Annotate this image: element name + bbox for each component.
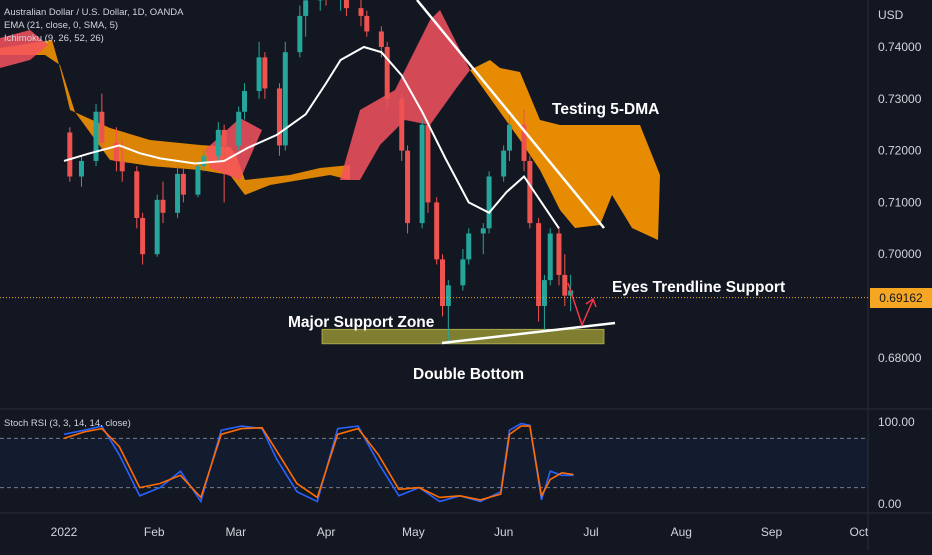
- candle-body: [420, 125, 425, 223]
- candle-body: [283, 52, 288, 145]
- candle-body: [434, 202, 439, 259]
- chart-title: Australian Dollar / U.S. Dollar, 1D, OAN…: [4, 6, 184, 19]
- candle-body: [120, 161, 125, 171]
- candle-body: [556, 233, 561, 274]
- candle-body: [277, 88, 282, 145]
- stoch-band-fill: [0, 438, 868, 487]
- cloud-bear-region-right: [340, 10, 470, 180]
- candle-body: [303, 0, 308, 16]
- cloud-bull-region: [0, 40, 350, 195]
- time-tick-label: Jun: [494, 525, 513, 539]
- candle-body: [481, 228, 486, 233]
- candle-body: [236, 112, 241, 146]
- candle-body: [155, 200, 160, 254]
- candle-body: [542, 280, 547, 306]
- candle-body: [440, 259, 445, 306]
- candle-body: [242, 91, 247, 112]
- osc-tick-label: 0.00: [878, 497, 902, 511]
- candle-body: [405, 151, 410, 224]
- projection-arrow: [568, 283, 593, 325]
- candle-body: [216, 130, 221, 156]
- chart-legend: Australian Dollar / U.S. Dollar, 1D, OAN…: [4, 6, 184, 45]
- candle-body: [358, 8, 363, 16]
- time-tick-label: Sep: [761, 525, 783, 539]
- candle-body: [201, 156, 206, 166]
- candle-body: [562, 275, 567, 296]
- candle-body: [466, 233, 471, 259]
- price-tick-label: 0.72000: [878, 144, 922, 158]
- candle-body: [548, 233, 553, 280]
- candle-body: [344, 0, 349, 8]
- candle-body: [446, 285, 451, 306]
- price-tick-label: 0.71000: [878, 195, 922, 209]
- currency-label: USD: [878, 8, 903, 22]
- candle-body: [379, 31, 384, 47]
- candle-body: [425, 125, 430, 203]
- major-support-annotation: Major Support Zone: [288, 314, 434, 332]
- time-tick-label: 2022: [51, 525, 78, 539]
- testing-annotation: Testing 5-DMA: [552, 101, 659, 119]
- stoch-rsi-legend: Stoch RSI (3, 3, 14, 14, close): [4, 418, 131, 429]
- candle-body: [140, 218, 145, 254]
- candle-body: [79, 161, 84, 177]
- ichimoku-legend: Ichimoku (9, 26, 52, 26): [4, 32, 184, 45]
- candle-body: [507, 125, 512, 151]
- candle-body: [460, 259, 465, 285]
- last-price-tag: 0.69162: [870, 288, 932, 308]
- time-tick-label: May: [402, 525, 425, 539]
- candle-body: [222, 130, 227, 146]
- candle-body: [67, 132, 72, 176]
- time-tick-label: Jul: [583, 525, 598, 539]
- candle-body: [160, 200, 165, 213]
- candle-body: [385, 47, 390, 99]
- candle-body: [99, 112, 104, 143]
- candle-body: [94, 112, 99, 161]
- candle-body: [134, 171, 139, 218]
- candle-body: [536, 223, 541, 306]
- cloud-bull-region-right: [470, 60, 660, 240]
- candle-body: [527, 161, 532, 223]
- candle-body: [501, 151, 506, 177]
- candle-body: [257, 57, 262, 91]
- osc-tick-label: 100.00: [878, 415, 915, 429]
- price-tick-label: 0.70000: [878, 247, 922, 261]
- candle-body: [297, 16, 302, 52]
- time-tick-label: Mar: [225, 525, 246, 539]
- price-tick-label: 0.68000: [878, 351, 922, 365]
- time-tick-label: Oct: [850, 525, 869, 539]
- candle-body: [364, 16, 369, 32]
- time-tick-label: Aug: [671, 525, 692, 539]
- candle-body: [399, 99, 404, 151]
- double-bottom-annotation: Double Bottom: [413, 366, 524, 384]
- time-tick-label: Apr: [317, 525, 336, 539]
- time-tick-label: Feb: [144, 525, 165, 539]
- price-tick-label: 0.74000: [878, 40, 922, 54]
- candle-body: [175, 174, 180, 213]
- ema-legend: EMA (21, close, 0, SMA, 5): [4, 19, 184, 32]
- candle-body: [487, 177, 492, 229]
- candle-body: [195, 166, 200, 194]
- price-tick-label: 0.73000: [878, 92, 922, 106]
- candle-body: [262, 57, 267, 88]
- candle-body: [181, 174, 186, 195]
- eyes-annotation: Eyes Trendline Support: [612, 279, 785, 297]
- stoch-rsi-pane: [0, 424, 868, 502]
